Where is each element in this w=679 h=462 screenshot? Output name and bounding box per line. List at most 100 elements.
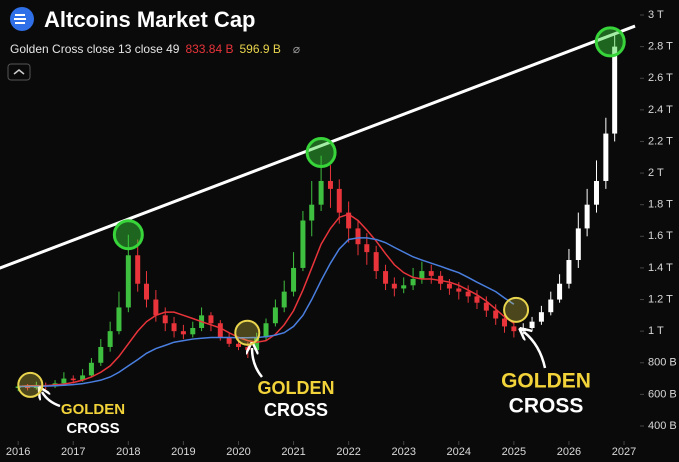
annotation: GOLDEN [61, 401, 125, 418]
arrow [524, 332, 547, 369]
y-tick-label: 400 B [648, 420, 677, 432]
candle-body [566, 260, 572, 284]
candle-body [125, 255, 131, 308]
candle-body [483, 302, 489, 311]
candle-body [383, 271, 389, 284]
y-tick-label: 600 B [648, 388, 677, 400]
candle-body [401, 285, 407, 289]
legend-label: Golden Cross close 13 close 49 [10, 42, 180, 56]
candle-body [70, 378, 76, 381]
candle-body [272, 307, 278, 324]
x-tick-label: 2024 [447, 446, 471, 458]
candle-body [373, 252, 379, 272]
chart-title: Altcoins Market Cap [44, 7, 256, 32]
candle-body [410, 278, 416, 286]
candle-body [520, 327, 526, 332]
y-tick-label: 2.2 T [648, 135, 673, 147]
x-tick-label: 2021 [281, 446, 305, 458]
candle-body [428, 271, 434, 276]
candle-body [61, 378, 67, 384]
legend-value: 596.9 B [239, 42, 281, 56]
candle-body [180, 331, 186, 335]
candle-body [419, 271, 425, 279]
x-tick-label: 2025 [502, 446, 526, 458]
x-tick-label: 2022 [336, 446, 360, 458]
candle-body [612, 46, 618, 134]
annotation: CROSS [66, 420, 119, 437]
plot-area [0, 24, 636, 392]
candle-body [456, 288, 462, 292]
candle-body [391, 283, 397, 289]
y-tick-label: 3 T [648, 9, 664, 21]
candle-body [327, 180, 333, 189]
y-tick-label: 2.4 T [648, 104, 673, 116]
candle-body [208, 315, 214, 324]
candle-body [144, 283, 150, 300]
candle-body [336, 188, 342, 213]
x-tick-label: 2018 [116, 446, 140, 458]
candle-body [493, 310, 499, 319]
annotation: CROSS [264, 400, 328, 420]
y-tick-label: 2.8 T [648, 41, 673, 53]
y-tick-label: 1.6 T [648, 230, 673, 242]
candle-body [529, 321, 535, 328]
highlight-circle [594, 26, 626, 58]
candle-body [245, 346, 251, 351]
y-tick-label: 1 T [648, 325, 664, 337]
highlight-circle [503, 296, 530, 323]
candle-body [235, 343, 241, 347]
candle-body [107, 331, 113, 347]
candle-body [548, 299, 554, 313]
legend-symbol: ⌀ [292, 42, 301, 56]
arrow [42, 392, 61, 408]
candle-body [575, 228, 581, 261]
candle-body [226, 337, 232, 344]
candle-body [217, 323, 223, 338]
highlight-circle [112, 219, 144, 251]
y-tick-label: 2.6 T [648, 72, 673, 84]
x-tick-label: 2023 [391, 446, 415, 458]
candle-body [171, 323, 177, 332]
candle-body [116, 307, 122, 332]
candle-body [153, 299, 159, 316]
moving-average [18, 213, 515, 388]
candle-body [557, 283, 563, 300]
highlight-circle [234, 319, 261, 346]
annotation: CROSS [509, 395, 584, 418]
collapse-icon [13, 69, 25, 75]
candle-body [511, 326, 517, 332]
y-tick-label: 1.8 T [648, 199, 673, 211]
candle-body [364, 244, 370, 253]
candle-body [538, 312, 544, 322]
candle-body [474, 296, 480, 303]
candle-body [355, 228, 361, 245]
candle-body [603, 133, 609, 181]
annotation: GOLDEN [257, 378, 334, 398]
candle-body [502, 318, 508, 327]
x-tick-label: 2027 [612, 446, 636, 458]
candle-body [291, 267, 297, 292]
y-tick-label: 1.2 T [648, 293, 673, 305]
candle-body [446, 283, 452, 289]
candle-body [309, 204, 315, 221]
trendline [0, 24, 636, 270]
candle-body [98, 346, 104, 363]
y-tick-label: 1.4 T [648, 262, 673, 274]
candle-body [162, 315, 168, 324]
candle-body [135, 255, 141, 284]
candle-body [465, 291, 471, 297]
candle-body [300, 220, 306, 268]
collapse-button[interactable] [7, 63, 31, 81]
candle-body [346, 212, 352, 229]
candle-body [318, 180, 324, 205]
moving-average [18, 237, 515, 388]
candle-body [281, 291, 287, 308]
candle-body [190, 327, 196, 335]
candle-body [584, 204, 590, 229]
legend: Golden Cross close 13 close 49 833.84 B 59… [10, 42, 306, 56]
candle-body [263, 323, 269, 338]
x-tick-label: 2016 [6, 446, 30, 458]
highlight-circle [17, 371, 44, 398]
